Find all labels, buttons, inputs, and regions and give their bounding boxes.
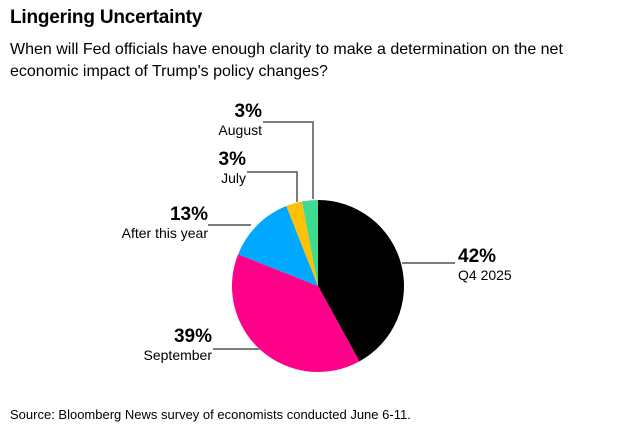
leader-line-august — [263, 121, 314, 199]
callout-july: 3% July — [219, 149, 246, 186]
pie-slice-q4-2025 — [318, 200, 404, 362]
source-note: Source: Bloomberg News survey of economi… — [10, 407, 411, 422]
pie-chart — [232, 200, 404, 372]
callout-august-percent: 3% — [234, 101, 262, 122]
chart-subtitle-line-2: economic impact of Trump's policy change… — [10, 63, 328, 80]
chart-header: Lingering Uncertainty When will Fed offi… — [10, 6, 635, 83]
callout-august: 3% August — [218, 101, 262, 138]
callout-after-this-year-label: After this year — [121, 225, 208, 241]
chart-subtitle: When will Fed officials have enough clar… — [10, 39, 635, 83]
leader-line-july — [247, 171, 298, 202]
callout-after-this-year-percent: 13% — [169, 204, 208, 225]
callout-august-label: August — [218, 122, 262, 138]
callout-september-percent: 39% — [173, 326, 212, 347]
callout-july-label: July — [221, 170, 246, 186]
pie-slice-after-this-year — [238, 206, 318, 286]
chart-title: Lingering Uncertainty — [10, 7, 203, 28]
callout-q4-2025: 42% Q4 2025 — [458, 246, 512, 283]
callout-july-percent: 3% — [218, 149, 246, 170]
pie-slice-september — [232, 254, 360, 372]
callout-q4-2025-percent: 42% — [458, 246, 497, 267]
callout-september: 39% September — [144, 326, 212, 363]
pie-slice-august — [301, 200, 318, 286]
pie-slice-july — [286, 201, 318, 286]
callout-after-this-year: 13% After this year — [122, 204, 208, 241]
callout-q4-2025-label: Q4 2025 — [458, 267, 512, 283]
callout-september-label: September — [143, 347, 212, 363]
chart-subtitle-line-1: When will Fed officials have enough clar… — [10, 41, 563, 58]
